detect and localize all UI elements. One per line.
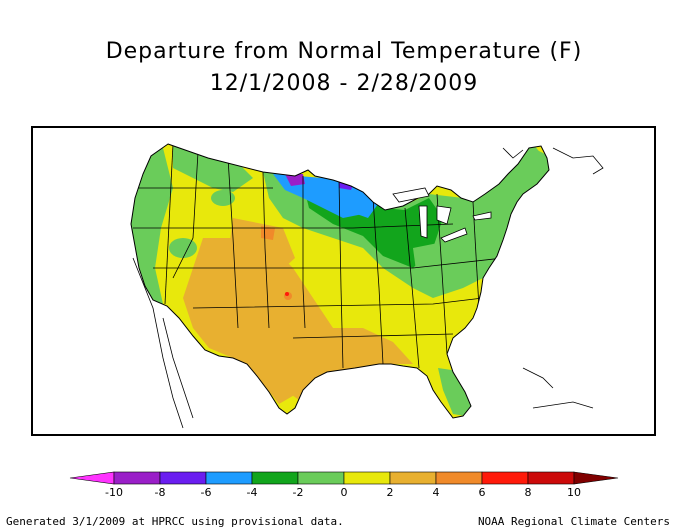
shade-idaho (211, 190, 235, 206)
shade-coldest-1 (285, 174, 305, 186)
caribbean-2 (532, 401, 594, 409)
generated-note: Generated 3/1/2009 at HPRCC using provis… (6, 515, 344, 528)
legend-tick-label: 6 (479, 486, 486, 499)
lake-michigan (418, 205, 428, 239)
legend-bin-high-end (573, 471, 619, 485)
shade-ohio-valley (413, 240, 473, 288)
nova-scotia (552, 147, 604, 175)
legend-bar: -10 -8 -6 -4 -2 0 2 4 6 8 10 (69, 471, 619, 499)
legend-tick-label: -8 (155, 486, 166, 499)
title-line-1: Departure from Normal Temperature (F) (105, 39, 583, 64)
baja-coast (132, 257, 184, 429)
legend-bin (205, 471, 253, 485)
gulf-california (162, 317, 194, 419)
shade-very-hot-nm (285, 292, 289, 296)
lake-huron (436, 205, 452, 225)
legend-bin (343, 471, 391, 485)
canada-coast (502, 147, 524, 159)
legend-bin (435, 471, 483, 485)
state-boundaries (133, 144, 504, 369)
map-shading (131, 144, 549, 418)
us-outline (130, 143, 550, 419)
legend-tick-label: 0 (341, 486, 348, 499)
source-credit: NOAA Regional Climate Centers (477, 515, 670, 528)
legend-tick-label: 8 (525, 486, 532, 499)
outside-coastlines (132, 147, 604, 429)
shade-0-to-2 (131, 144, 549, 418)
legend-bin (527, 471, 575, 485)
shade-great-basin (169, 238, 197, 258)
legend-bin (113, 471, 161, 485)
temperature-departure-map (130, 143, 604, 429)
legend-bin-low-end (69, 471, 115, 485)
caribbean-1 (522, 367, 554, 389)
legend-tick-label: -4 (247, 486, 258, 499)
legend-bin (481, 471, 529, 485)
legend-tick-label: 10 (567, 486, 581, 499)
shade-central-rockies (229, 218, 295, 278)
map-title: Departure from Normal Temperature (F) 12… (0, 36, 688, 100)
legend-bin (251, 471, 299, 485)
color-legend: -10 -8 -6 -4 -2 0 2 4 6 8 10 (0, 468, 688, 508)
great-lakes (392, 187, 492, 243)
title-line-2: 12/1/2008 - 2/28/2009 (209, 71, 479, 96)
legend-bin (159, 471, 207, 485)
legend-bin (389, 471, 437, 485)
map-frame (31, 126, 656, 436)
legend-tick-label: -6 (201, 486, 212, 499)
legend-tick-label: -2 (293, 486, 304, 499)
lake-superior (392, 187, 430, 203)
legend-tick-label: 2 (387, 486, 394, 499)
legend-tick-label: -10 (105, 486, 123, 499)
lake-ontario (472, 211, 492, 221)
legend-tick-label: 4 (433, 486, 440, 499)
legend-bin (297, 471, 345, 485)
shade-northeast (453, 144, 549, 248)
shade-northern-rockies (173, 144, 253, 192)
lake-erie (440, 227, 468, 243)
